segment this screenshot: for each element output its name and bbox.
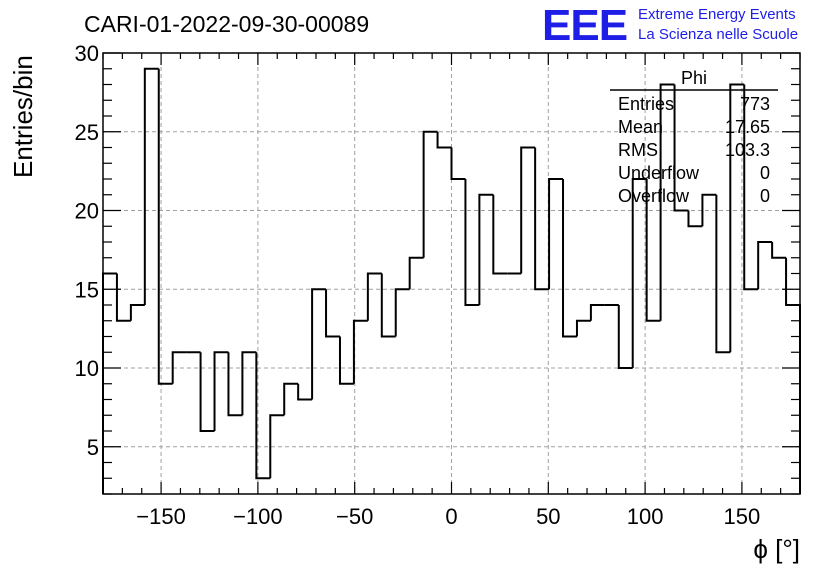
run-title: CARI-01-2022-09-30-00089 — [84, 11, 369, 37]
eee-logo: EEE — [542, 1, 627, 50]
histogram-bin — [283, 382, 299, 416]
histogram-bin — [241, 351, 257, 416]
y-axis-label: Entries/bin — [8, 55, 38, 178]
stats-box: Phi Entries 773 Mean 17.65 RMS 103.3 Underflow… — [610, 68, 778, 206]
y-tick-label: 30 — [75, 41, 99, 66]
histogram-bin — [617, 305, 633, 369]
stats-row-label: Mean — [618, 117, 663, 137]
histogram-bin — [227, 352, 243, 417]
histogram-bin — [562, 179, 577, 338]
histogram-bin — [492, 194, 508, 275]
histogram-bin — [269, 414, 285, 479]
histogram-bin — [352, 319, 368, 384]
grid-lines — [103, 52, 800, 494]
y-tick-label: 10 — [75, 356, 99, 381]
y-tick-label: 5 — [87, 435, 99, 460]
histogram-bin — [575, 319, 591, 337]
histogram-bin — [255, 352, 271, 480]
histogram-bin — [729, 83, 745, 353]
x-tick-label: −100 — [233, 504, 283, 529]
stats-row-value: 0 — [760, 163, 770, 183]
histogram-bin — [408, 256, 424, 290]
y-tick-labels: 5 10 15 20 25 30 — [75, 41, 99, 460]
x-tick-label: −50 — [336, 504, 373, 529]
stats-row-value: 103.3 — [725, 140, 770, 160]
histogram-bin — [673, 84, 689, 212]
histogram-bin — [687, 210, 703, 228]
x-tick-label: −150 — [136, 504, 186, 529]
stats-rows: Entries 773 Mean 17.65 RMS 103.3 Underflow 0 Ove… — [618, 94, 770, 206]
x-tick-labels: −150 −100 −50 0 50 100 150 — [136, 504, 760, 529]
stats-row-value: 17.65 — [725, 117, 770, 137]
histogram-bin — [213, 351, 229, 431]
y-tick-label: 20 — [75, 199, 99, 224]
y-tick-label: 15 — [75, 277, 99, 302]
histogram-bin — [645, 179, 661, 322]
stats-row-label: Entries — [618, 94, 674, 114]
histogram-bin — [297, 383, 313, 401]
histogram-bin — [478, 193, 494, 305]
histogram-bin — [380, 273, 396, 338]
x-tick-label: 150 — [724, 504, 761, 529]
histogram-bin — [129, 304, 145, 321]
histogram-bin — [450, 147, 466, 180]
stats-row-label: RMS — [618, 140, 658, 160]
histogram-bin — [701, 193, 717, 227]
axis-ticks — [102, 52, 801, 495]
histogram-bin — [436, 131, 452, 149]
histogram-bin — [520, 146, 536, 274]
org-name: Extreme Energy Events — [638, 6, 796, 23]
histogram-bin — [464, 179, 480, 306]
histogram-bin — [325, 289, 340, 338]
histogram-bin — [757, 241, 773, 290]
stats-row-value: 773 — [740, 94, 770, 114]
histogram-bin — [548, 178, 564, 290]
x-axis-label: ϕ [°] — [753, 534, 800, 564]
histogram-bin — [366, 272, 382, 321]
x-tick-label: 100 — [627, 504, 664, 529]
histogram-bin — [115, 273, 131, 322]
x-tick-label: 50 — [536, 504, 560, 529]
histogram-bin — [631, 178, 647, 368]
histogram-bin — [589, 304, 605, 321]
histogram-bin — [743, 84, 759, 291]
histogram-bin — [785, 257, 801, 494]
histogram-bin — [171, 351, 187, 384]
stats-row-value: 0 — [760, 186, 770, 206]
y-tick-label: 25 — [75, 120, 99, 145]
org-subtitle: La Scienza nelle Scuole — [638, 26, 798, 43]
histogram-bin — [394, 288, 410, 337]
histogram-bin — [338, 336, 354, 385]
stats-row-label: Underflow — [618, 163, 700, 183]
histogram-bin — [157, 68, 173, 385]
histogram-bin — [534, 147, 550, 291]
histogram-bin — [659, 83, 675, 321]
stats-row-label: Overflow — [618, 186, 690, 206]
histogram-bin — [771, 242, 787, 259]
x-tick-label: 0 — [445, 504, 457, 529]
histogram-bin — [715, 194, 731, 354]
histogram-bin — [422, 130, 438, 258]
histogram-bars — [102, 67, 801, 494]
stats-title: Phi — [681, 68, 707, 88]
histogram-bin — [199, 352, 215, 432]
histogram-bin — [311, 288, 327, 400]
histogram-bin — [143, 67, 159, 305]
